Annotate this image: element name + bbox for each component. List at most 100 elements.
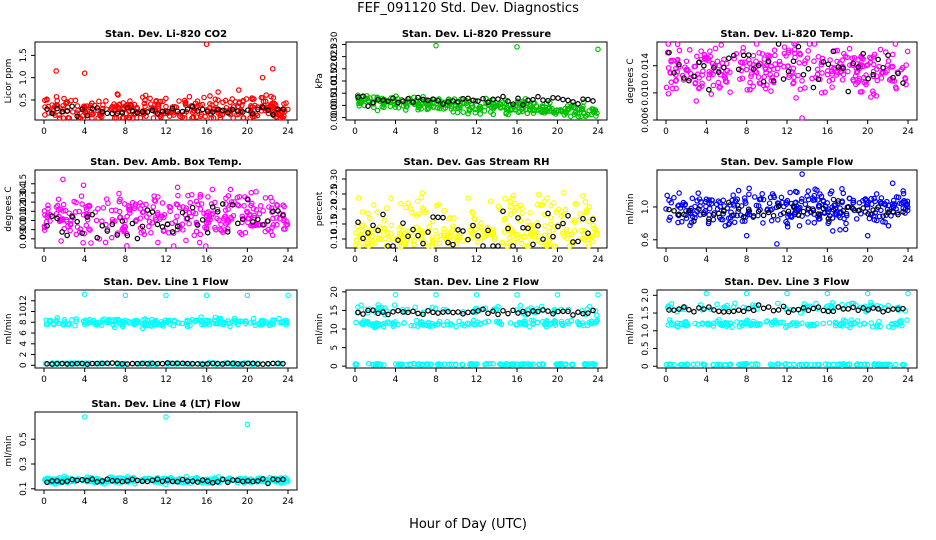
data-point	[847, 320, 854, 327]
data-point	[686, 306, 692, 313]
data-point	[360, 311, 366, 317]
data-point	[787, 321, 794, 328]
data-point	[450, 309, 456, 316]
x-tick-label: 20	[862, 375, 874, 385]
data-point	[701, 52, 708, 58]
data-point	[370, 222, 376, 229]
data-point	[430, 309, 436, 316]
data-point	[395, 99, 401, 106]
data-point	[470, 309, 476, 315]
data-point	[494, 102, 500, 108]
data-point	[61, 95, 67, 102]
data-point	[559, 321, 566, 328]
data-point	[277, 360, 284, 367]
data-point	[834, 58, 840, 65]
data-point	[900, 361, 907, 368]
data-point	[223, 195, 229, 202]
data-point	[876, 361, 883, 368]
data-point	[193, 114, 200, 120]
data-point	[732, 198, 739, 204]
data-point	[490, 105, 497, 112]
data-point	[753, 41, 760, 47]
data-point	[69, 213, 75, 220]
data-point	[707, 53, 714, 60]
data-point	[750, 66, 757, 72]
data-point	[760, 196, 767, 203]
data-point	[667, 70, 674, 76]
data-point	[98, 322, 105, 328]
data-point	[562, 105, 569, 112]
data-point	[144, 478, 151, 485]
data-point	[186, 209, 193, 216]
data-point	[750, 213, 757, 219]
data-point	[763, 69, 769, 76]
data-point	[710, 323, 717, 329]
data-point	[716, 308, 722, 315]
data-point	[281, 101, 287, 107]
y-tick-label: 8	[19, 319, 29, 325]
data-point	[555, 223, 561, 230]
data-point	[99, 478, 106, 484]
data-point	[470, 97, 476, 104]
data-point	[808, 361, 815, 368]
data-point	[570, 239, 576, 245]
data-point	[57, 206, 64, 213]
data-point	[248, 103, 254, 109]
data-point	[430, 237, 436, 243]
x-tick-label: 4	[82, 375, 88, 385]
data-point	[740, 213, 747, 220]
data-point	[665, 41, 672, 47]
data-point	[526, 102, 533, 109]
data-point	[207, 93, 213, 99]
data-point	[100, 105, 106, 112]
data-point	[511, 239, 517, 246]
data-point	[671, 70, 677, 76]
data-point	[838, 320, 844, 327]
data-point	[709, 197, 715, 203]
data-point	[62, 320, 69, 327]
data-point	[257, 203, 264, 209]
x-tick-label: 16	[201, 127, 213, 137]
y-tick-label: 0	[330, 363, 340, 369]
data-point	[835, 64, 842, 70]
data-point	[595, 46, 601, 53]
data-point	[739, 75, 746, 82]
data-point	[669, 85, 676, 92]
data-point	[525, 225, 531, 232]
data-point	[815, 76, 822, 83]
data-point	[260, 361, 266, 367]
data-point	[265, 107, 271, 114]
data-point	[839, 186, 845, 192]
data-point	[736, 324, 743, 330]
data-point	[565, 212, 571, 219]
data-point	[545, 97, 551, 104]
data-point	[510, 228, 516, 235]
data-point	[119, 478, 126, 485]
data-point	[826, 320, 833, 326]
data-point	[824, 290, 831, 297]
data-point	[895, 306, 901, 312]
x-tick-label: 4	[703, 127, 709, 137]
data-point	[904, 317, 910, 323]
data-point	[548, 215, 554, 221]
data-point	[691, 73, 697, 80]
data-point	[715, 79, 722, 86]
data-point	[410, 226, 416, 233]
data-point	[243, 318, 249, 325]
data-point	[870, 207, 876, 213]
data-point	[841, 361, 848, 367]
data-point	[720, 197, 727, 204]
data-point	[696, 75, 702, 81]
data-point	[360, 235, 366, 242]
data-point	[544, 195, 550, 201]
data-point	[486, 361, 493, 367]
data-point	[560, 96, 566, 103]
data-point	[758, 196, 764, 202]
data-point	[375, 320, 382, 327]
data-point	[530, 107, 536, 113]
data-point	[562, 206, 569, 213]
data-point	[725, 321, 731, 327]
data-point	[546, 104, 553, 111]
data-point	[198, 201, 205, 207]
